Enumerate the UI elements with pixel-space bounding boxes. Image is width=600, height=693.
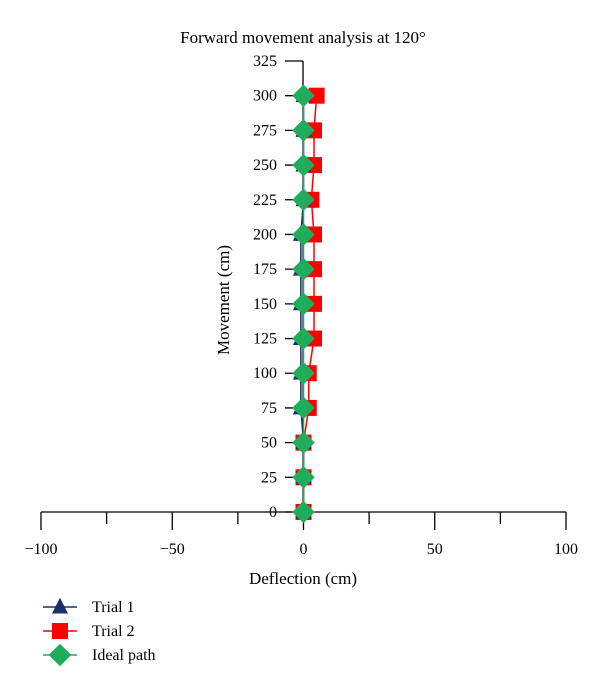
legend-label: Trial 2 <box>92 623 135 640</box>
y-tick-label: 100 <box>253 365 277 382</box>
x-tick-label: 50 <box>427 541 443 558</box>
data-point <box>292 500 315 524</box>
data-point <box>292 84 315 107</box>
y-tick-label: 275 <box>253 122 277 139</box>
x-axis: −100 −50 0 50 100 <box>24 511 578 558</box>
y-axis-label: Movement (cm) <box>214 245 233 355</box>
data-point <box>292 431 315 454</box>
legend: Trial 1 Trial 2 Ideal path <box>43 597 156 667</box>
series-layer <box>292 84 325 524</box>
data-point <box>292 153 315 177</box>
y-tick-label: 25 <box>261 469 277 486</box>
y-axis: 0255075100125150175200225250275300325 <box>253 53 304 521</box>
y-tick-label: 75 <box>261 400 277 417</box>
y-tick-label: 50 <box>261 435 277 452</box>
legend-item: Trial 2 <box>43 623 135 640</box>
data-point <box>292 292 315 316</box>
data-point <box>292 257 315 281</box>
data-point <box>292 223 315 246</box>
data-point <box>308 87 325 104</box>
x-tick-label: −50 <box>160 541 185 558</box>
data-point <box>292 119 315 142</box>
legend-label: Ideal path <box>92 647 156 664</box>
data-point <box>292 361 315 385</box>
legend-item: Trial 1 <box>43 597 135 616</box>
y-tick-label: 250 <box>253 157 277 174</box>
y-tick-label: 150 <box>253 296 277 313</box>
data-point <box>292 188 315 212</box>
legend-marker <box>52 623 68 639</box>
legend-item: Ideal path <box>43 643 156 667</box>
x-axis-label: Deflection (cm) <box>249 569 357 588</box>
y-tick-label: 125 <box>253 331 277 348</box>
legend-marker <box>48 643 72 667</box>
y-tick-label: 325 <box>253 53 277 70</box>
data-point <box>292 327 315 350</box>
data-point <box>292 466 315 489</box>
y-tick-label: 175 <box>253 261 277 278</box>
x-tick-label: 0 <box>300 541 308 558</box>
y-tick-label: 225 <box>253 192 277 209</box>
x-tick-label: −100 <box>24 541 57 558</box>
series-ideal-path <box>292 84 315 524</box>
legend-marker <box>52 597 68 614</box>
legend-label: Trial 1 <box>92 599 135 616</box>
x-tick-label: 100 <box>554 541 578 558</box>
data-point <box>292 396 315 420</box>
y-tick-label: 200 <box>253 226 277 243</box>
chart-title: Forward movement analysis at 120° <box>180 28 426 47</box>
y-tick-label: 300 <box>253 88 277 105</box>
